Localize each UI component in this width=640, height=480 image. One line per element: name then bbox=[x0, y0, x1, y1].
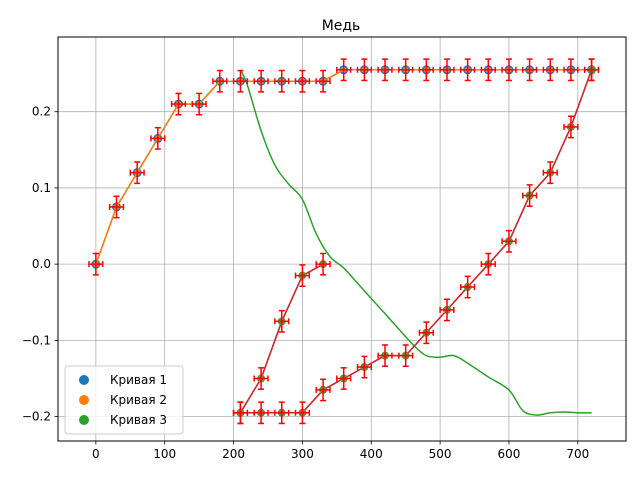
x-tick-label: 300 bbox=[291, 447, 314, 461]
x-tick-label: 400 bbox=[360, 447, 383, 461]
legend-label-1: Кривая 1 bbox=[110, 373, 167, 387]
legend-label-2: Кривая 2 bbox=[110, 393, 167, 407]
legend: Кривая 1 Кривая 2 Кривая 3 bbox=[64, 365, 184, 435]
x-tick-label: 100 bbox=[153, 447, 176, 461]
x-tick-label: 500 bbox=[429, 447, 452, 461]
legend-label-3: Кривая 3 bbox=[110, 413, 167, 427]
axis-ticks: 0 100 200 300 400 500 600 700 −0.2 −0.1 0.0 0.1 0.2 bbox=[22, 105, 589, 461]
chart-title: Медь bbox=[322, 18, 361, 34]
y-tick-label: 0.0 bbox=[32, 257, 51, 271]
legend-box bbox=[64, 365, 184, 435]
legend-marker-2 bbox=[79, 395, 89, 405]
series-line-3 bbox=[239, 69, 592, 416]
x-tick-label: 600 bbox=[498, 447, 521, 461]
axes-frame bbox=[57, 36, 627, 442]
x-tick-label: 700 bbox=[566, 447, 589, 461]
x-tick-label: 200 bbox=[222, 447, 245, 461]
legend-marker-3 bbox=[79, 415, 89, 425]
x-tick-label: 0 bbox=[92, 447, 100, 461]
y-tick-label: 0.2 bbox=[32, 105, 51, 119]
plot-area bbox=[88, 58, 600, 425]
y-tick-label: −0.2 bbox=[22, 410, 51, 424]
y-tick-label: 0.1 bbox=[32, 181, 51, 195]
legend-marker-1 bbox=[79, 375, 89, 385]
y-tick-label: −0.1 bbox=[22, 333, 51, 347]
